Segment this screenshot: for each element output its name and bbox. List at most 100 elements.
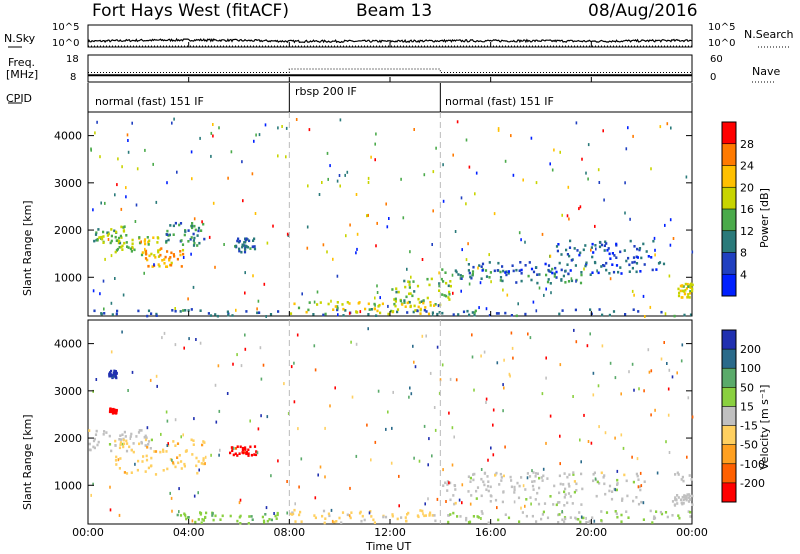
power-scatter-cell [176, 170, 178, 174]
power-scatter-cell [685, 175, 688, 179]
power-scatter-cell [524, 240, 526, 244]
power-cell [620, 272, 623, 275]
power-scatter-cell [94, 131, 96, 135]
power-scatter-cell [192, 285, 195, 289]
power-colorbar-segment [722, 143, 736, 166]
velocity-cell [178, 454, 181, 457]
velocity-cell [610, 497, 614, 501]
velocity-cell [679, 498, 683, 502]
velocity-cell [558, 491, 561, 495]
power-cell [107, 232, 110, 236]
power-scatter-cell [301, 292, 303, 296]
power-cell [111, 313, 114, 316]
velocity-scatter-cell [667, 387, 670, 391]
velocity-scatter-cell [412, 344, 414, 348]
power-cell [651, 268, 654, 272]
power-scatter-cell [432, 209, 434, 213]
velocity-scatter-cell [366, 423, 368, 427]
power-cell [569, 269, 572, 272]
velocity-cell [192, 439, 195, 442]
velocity-scatter-cell [370, 458, 372, 462]
power-scatter-cell [125, 186, 127, 190]
velocity-scatter-cell [549, 414, 552, 418]
power-cell [681, 284, 684, 287]
power-cell [440, 277, 443, 281]
velocity-cell [434, 519, 437, 523]
power-cell [179, 250, 182, 253]
velocity-cell [144, 470, 147, 473]
velocity-cell [174, 444, 177, 447]
power-cell [635, 270, 638, 274]
power-cell [316, 303, 319, 306]
power-cell [193, 236, 196, 240]
velocity-scatter-cell [691, 415, 694, 419]
power-scatter-cell [136, 167, 139, 171]
power-cell [148, 254, 151, 258]
power-cell [407, 280, 410, 283]
power-cell [193, 224, 196, 228]
power-cell [244, 248, 247, 251]
velocity-cell [121, 433, 124, 436]
power-scatter-cell [349, 223, 351, 227]
velocity-cell [172, 462, 175, 466]
velocity-scatter-cell [293, 400, 296, 404]
power-colorbar-segment [722, 187, 736, 210]
power-cell [497, 312, 500, 315]
velocity-scatter-cell [183, 346, 185, 350]
velocity-cell [546, 477, 549, 480]
power-cell [256, 311, 259, 315]
velocity-scatter-cell [681, 343, 684, 347]
power-cell [687, 285, 690, 288]
power-cell [207, 312, 210, 315]
power-cell [178, 223, 181, 227]
velocity-cell [276, 511, 279, 515]
velocity-cell [446, 489, 449, 492]
velocity-scatter-cell [408, 395, 410, 399]
velocity-cell [600, 471, 603, 475]
power-colorbar-segment [722, 274, 736, 297]
power-cell [376, 309, 379, 313]
velocity-scatter-cell [171, 509, 173, 513]
power-cell [488, 276, 491, 279]
power-cell [497, 261, 500, 265]
y-tick-label: 4000 [54, 338, 82, 351]
power-cell [544, 262, 547, 266]
power-cell [146, 236, 149, 239]
velocity-cell [535, 520, 538, 523]
velocity-cell [534, 475, 537, 478]
velocity-cell [546, 516, 550, 520]
power-scatter-cell [374, 158, 376, 162]
velocity-scatter-cell [492, 423, 494, 427]
power-scatter-cell [116, 183, 118, 187]
power-cell [200, 229, 203, 232]
velocity-cell [321, 514, 324, 518]
velocity-cell [518, 520, 521, 523]
velocity-cell [642, 518, 645, 521]
velocity-colorbar-tick-label: -15 [740, 420, 758, 433]
velocity-cell [541, 513, 544, 516]
velocity-cell [616, 483, 619, 486]
power-scatter-cell [190, 150, 193, 154]
power-cell [139, 241, 142, 245]
power-scatter-cell [579, 205, 582, 209]
power-scatter-cell [431, 243, 433, 246]
power-cell [214, 313, 217, 316]
power-cell [678, 291, 681, 295]
velocity-cell [674, 473, 677, 476]
power-cell [638, 248, 641, 252]
power-cell [180, 239, 183, 242]
power-scatter-cell [214, 265, 216, 269]
velocity-scatter-cell [422, 512, 424, 516]
power-cell [611, 263, 614, 266]
velocity-scatter-cell [480, 517, 482, 520]
velocity-cell [192, 443, 195, 446]
velocity-cell [119, 443, 122, 446]
power-cell [148, 239, 151, 243]
x-tick-label: 16:00 [475, 526, 507, 539]
power-cell [443, 294, 446, 297]
power-cell [120, 236, 123, 239]
velocity-cell [251, 518, 254, 521]
velocity-cell [112, 372, 115, 376]
power-scatter-cell [135, 203, 138, 207]
velocity-cell [197, 460, 200, 463]
